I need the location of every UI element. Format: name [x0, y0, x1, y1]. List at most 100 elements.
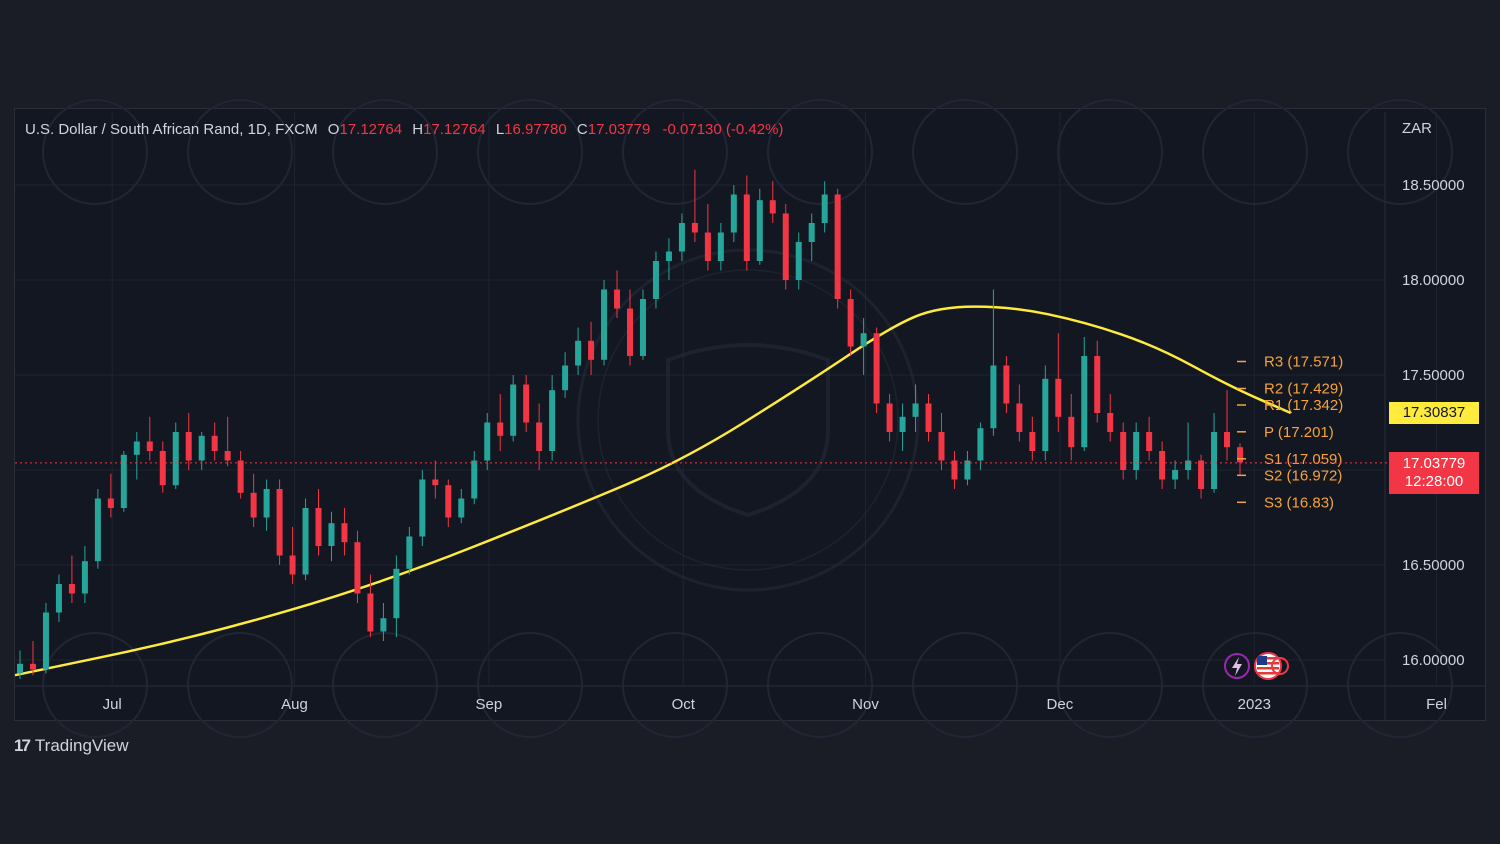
candle-body — [964, 460, 971, 480]
candle-body — [834, 194, 841, 299]
watermark-badge — [1347, 99, 1453, 205]
candle-body — [588, 340, 595, 360]
candle-body — [1224, 432, 1231, 448]
candle-body — [990, 365, 997, 429]
candle-body — [120, 454, 127, 508]
candle-body — [146, 441, 153, 451]
candle-body — [860, 333, 867, 347]
candle-body — [899, 416, 906, 432]
flag-stripe — [1257, 657, 1279, 660]
watermark-badge — [332, 632, 438, 738]
candle-body — [601, 289, 608, 360]
candle-body — [510, 384, 517, 436]
x-axis-tick-label: 2023 — [1238, 696, 1271, 713]
x-axis-tick-label: Oct — [672, 696, 696, 713]
candle-body — [211, 435, 218, 451]
watermark-badge — [1057, 99, 1163, 205]
candles — [17, 169, 1243, 679]
candle-body — [29, 663, 36, 670]
moving-average-price-tag: 17.30837 — [1389, 402, 1479, 424]
candle-body — [782, 213, 789, 280]
pivot-label: S3 (16.83) — [1264, 494, 1334, 511]
candle-body — [1029, 432, 1036, 451]
candle-body — [458, 498, 465, 518]
x-axis-tick-label: Aug — [281, 696, 308, 713]
flag-canton — [1257, 656, 1267, 665]
candle-body — [717, 232, 724, 261]
candle-body — [665, 251, 672, 261]
candle-body — [1081, 356, 1088, 448]
pivot-label: P (17.201) — [1264, 424, 1334, 441]
y-axis-tick-label: 16.50000 — [1402, 557, 1465, 574]
y-axis-tick-label: 18.00000 — [1402, 272, 1465, 289]
pivot-levels: R3 (17.571) R2 (17.429)R1 (17.342) P (17.2… — [1237, 354, 1343, 511]
candle-body — [1068, 416, 1075, 448]
watermark-badge — [622, 632, 728, 738]
candle-body — [691, 223, 698, 233]
candle-body — [497, 422, 504, 436]
last-price-value: 17.03779 — [1402, 455, 1466, 472]
candle-body — [821, 194, 828, 223]
candle-body — [1042, 378, 1049, 451]
watermark-badge — [477, 99, 583, 205]
candle-body — [912, 403, 919, 417]
bar-countdown: 12:28:00 — [1404, 473, 1464, 490]
low-value: 16.97780 — [504, 121, 567, 138]
watermark-badge — [622, 99, 728, 205]
watermark-badge — [332, 99, 438, 205]
flag-stripe — [1257, 672, 1279, 675]
candle-body — [743, 194, 750, 261]
candle-body — [367, 593, 374, 632]
high-value: 17.12764 — [423, 121, 486, 138]
change-value: -0.07130 (-0.42%) — [662, 121, 784, 138]
candle-body — [159, 451, 166, 486]
candle-body — [81, 561, 88, 594]
candle-body — [977, 428, 984, 461]
candle-body — [380, 618, 387, 632]
candle-body — [1107, 413, 1114, 432]
symbol-legend[interactable]: U.S. Dollar / South African Rand, 1D, FX… — [25, 121, 783, 138]
candle-body — [769, 200, 776, 214]
event-badge-ring — [1271, 657, 1289, 675]
candle-body — [886, 403, 893, 432]
brand-name: TradingView — [34, 736, 129, 755]
x-axis[interactable]: Jul Aug Sep Oct Nov Dec 2023 Fel — [103, 696, 1447, 713]
close-value: 17.03779 — [587, 121, 651, 138]
candle-body — [393, 568, 400, 619]
y-axis[interactable]: 18.50000 18.00000 17.50000 16.50000 16.00000 — [1402, 177, 1465, 669]
pivot-label: R1 (17.342) — [1264, 397, 1343, 414]
candle-body — [263, 489, 270, 518]
candle-body — [1003, 365, 1010, 404]
candle-body — [328, 523, 335, 546]
open-value: 17.12764 — [339, 121, 403, 138]
watermark-badge — [1347, 632, 1453, 738]
candle-body — [172, 432, 179, 486]
watermark-badge — [477, 632, 583, 738]
watermark-badge — [1202, 632, 1308, 738]
x-axis-tick-label: Jul — [103, 696, 122, 713]
candle-body — [224, 451, 231, 461]
tradingview-logo[interactable]: 17 TradingView — [14, 736, 128, 756]
watermark-badge — [912, 632, 1018, 738]
candle-body — [341, 523, 348, 543]
candle-body — [1133, 432, 1140, 470]
candle-body — [1094, 356, 1101, 413]
grid — [15, 112, 1485, 720]
event-icons[interactable] — [1224, 652, 1289, 680]
candle-body — [68, 584, 75, 594]
x-axis-tick-label: Sep — [475, 696, 502, 713]
candle-body — [704, 232, 711, 261]
candle-body — [536, 422, 543, 451]
candle-body — [575, 340, 582, 366]
candle-body — [1146, 432, 1153, 451]
candle-body — [562, 365, 569, 391]
watermark-badge — [767, 99, 873, 205]
candle-body — [756, 200, 763, 261]
candle-body — [1185, 460, 1192, 470]
candle-body — [237, 460, 244, 493]
candle-body — [1016, 403, 1023, 432]
candle-body — [289, 555, 296, 575]
x-axis-tick-label: Fel — [1426, 696, 1447, 713]
symbol-name[interactable]: U.S. Dollar / South African Rand, 1D, FX… — [25, 121, 318, 138]
